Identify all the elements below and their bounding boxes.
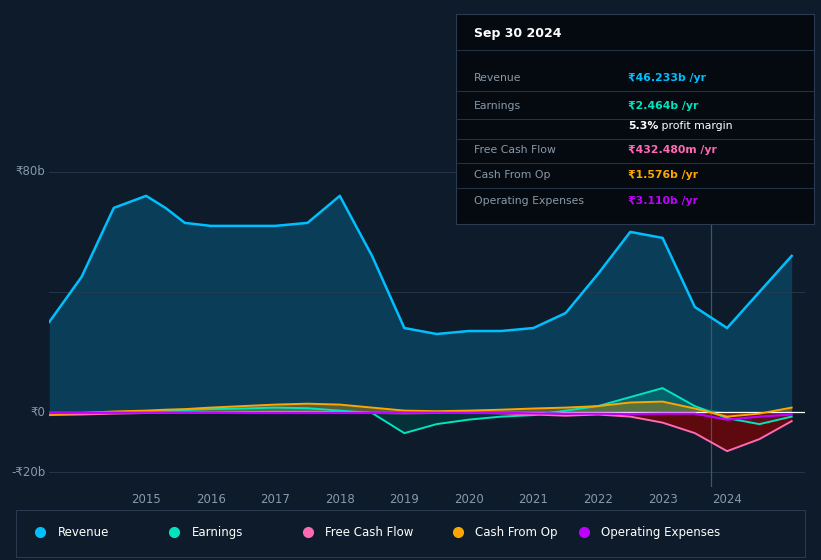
Text: ₹432.480m /yr: ₹432.480m /yr bbox=[628, 145, 717, 155]
Text: Operating Expenses: Operating Expenses bbox=[474, 195, 584, 206]
Text: Earnings: Earnings bbox=[191, 526, 243, 539]
Text: ₹3.110b /yr: ₹3.110b /yr bbox=[628, 195, 698, 206]
Text: Cash From Op: Cash From Op bbox=[475, 526, 557, 539]
Text: Revenue: Revenue bbox=[57, 526, 108, 539]
Text: Cash From Op: Cash From Op bbox=[474, 170, 550, 180]
Text: -₹20b: -₹20b bbox=[11, 466, 45, 479]
Text: profit margin: profit margin bbox=[658, 121, 733, 131]
Text: ₹0: ₹0 bbox=[30, 405, 45, 419]
Text: ₹2.464b /yr: ₹2.464b /yr bbox=[628, 101, 698, 111]
Text: Revenue: Revenue bbox=[474, 73, 521, 83]
Text: ₹1.576b /yr: ₹1.576b /yr bbox=[628, 170, 698, 180]
Text: ₹46.233b /yr: ₹46.233b /yr bbox=[628, 73, 706, 83]
Text: Free Cash Flow: Free Cash Flow bbox=[325, 526, 414, 539]
Text: Free Cash Flow: Free Cash Flow bbox=[474, 145, 556, 155]
Text: Operating Expenses: Operating Expenses bbox=[601, 526, 721, 539]
Text: ₹80b: ₹80b bbox=[16, 165, 45, 178]
Text: 5.3%: 5.3% bbox=[628, 121, 658, 131]
Text: Earnings: Earnings bbox=[474, 101, 521, 111]
Text: Sep 30 2024: Sep 30 2024 bbox=[474, 27, 561, 40]
